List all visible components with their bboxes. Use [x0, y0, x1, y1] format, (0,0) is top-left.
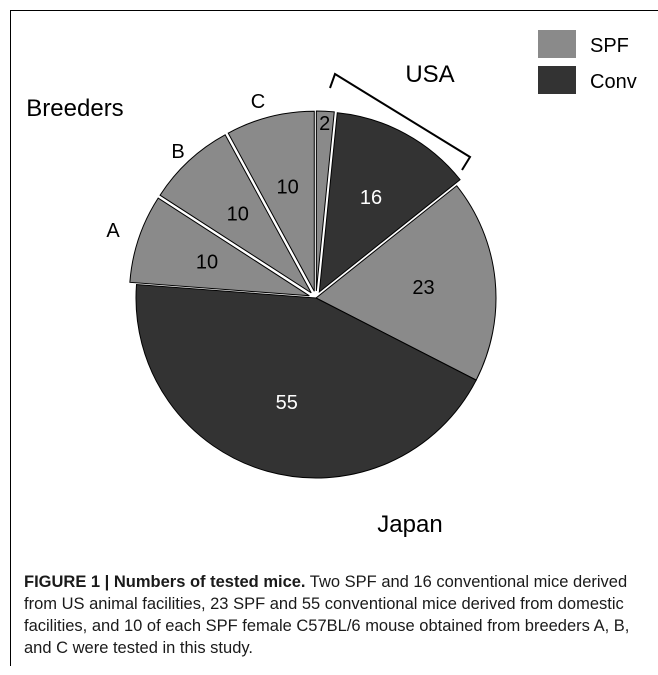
slice-value-label-3: 55	[276, 392, 298, 414]
pie-slice-1	[318, 112, 461, 293]
pie-slice-3	[135, 284, 477, 479]
pie-chart: 2 16 23 55 10 10 10 USA Japan Breeders A B C S…	[26, 30, 637, 538]
usa-bracket	[329, 72, 472, 171]
legend-label-conv: Conv	[590, 71, 637, 93]
pie-slice-0	[315, 110, 335, 292]
breeder-label-a: A	[106, 220, 120, 242]
legend-label-spf: SPF	[590, 35, 629, 57]
figure-caption: FIGURE 1 | Numbers of tested mice. Two S…	[24, 571, 642, 659]
japan-label: Japan	[377, 511, 442, 538]
legend: SPF Conv	[538, 30, 637, 94]
breeders-label: Breeders	[26, 95, 123, 122]
pie-slice-2	[315, 185, 497, 381]
slice-value-label-5: 10	[227, 204, 249, 226]
pie-slice-5	[159, 134, 312, 294]
breeder-label-c: C	[251, 91, 265, 113]
figure-frame-top	[10, 10, 658, 11]
pie-slice-4	[129, 197, 310, 297]
slice-value-label-2: 23	[412, 277, 434, 299]
breeder-label-b: B	[171, 141, 184, 163]
slice-value-label-0: 2	[319, 113, 330, 135]
usa-label: USA	[405, 61, 454, 88]
slice-value-label-4: 10	[196, 251, 218, 273]
legend-swatch-spf	[538, 30, 576, 58]
pie-slices	[129, 110, 497, 479]
pie-slice-6	[227, 110, 315, 292]
caption-body: Two SPF and 16 conventional mice derived…	[24, 573, 630, 657]
slice-value-label-6: 10	[276, 177, 298, 199]
slice-labels: 2 16 23 55 10 10 10	[196, 113, 435, 414]
figure-frame-left	[10, 10, 11, 666]
caption-title: FIGURE 1 | Numbers of tested mice.	[24, 573, 306, 591]
slice-value-label-1: 16	[360, 187, 382, 209]
legend-swatch-conv	[538, 66, 576, 94]
